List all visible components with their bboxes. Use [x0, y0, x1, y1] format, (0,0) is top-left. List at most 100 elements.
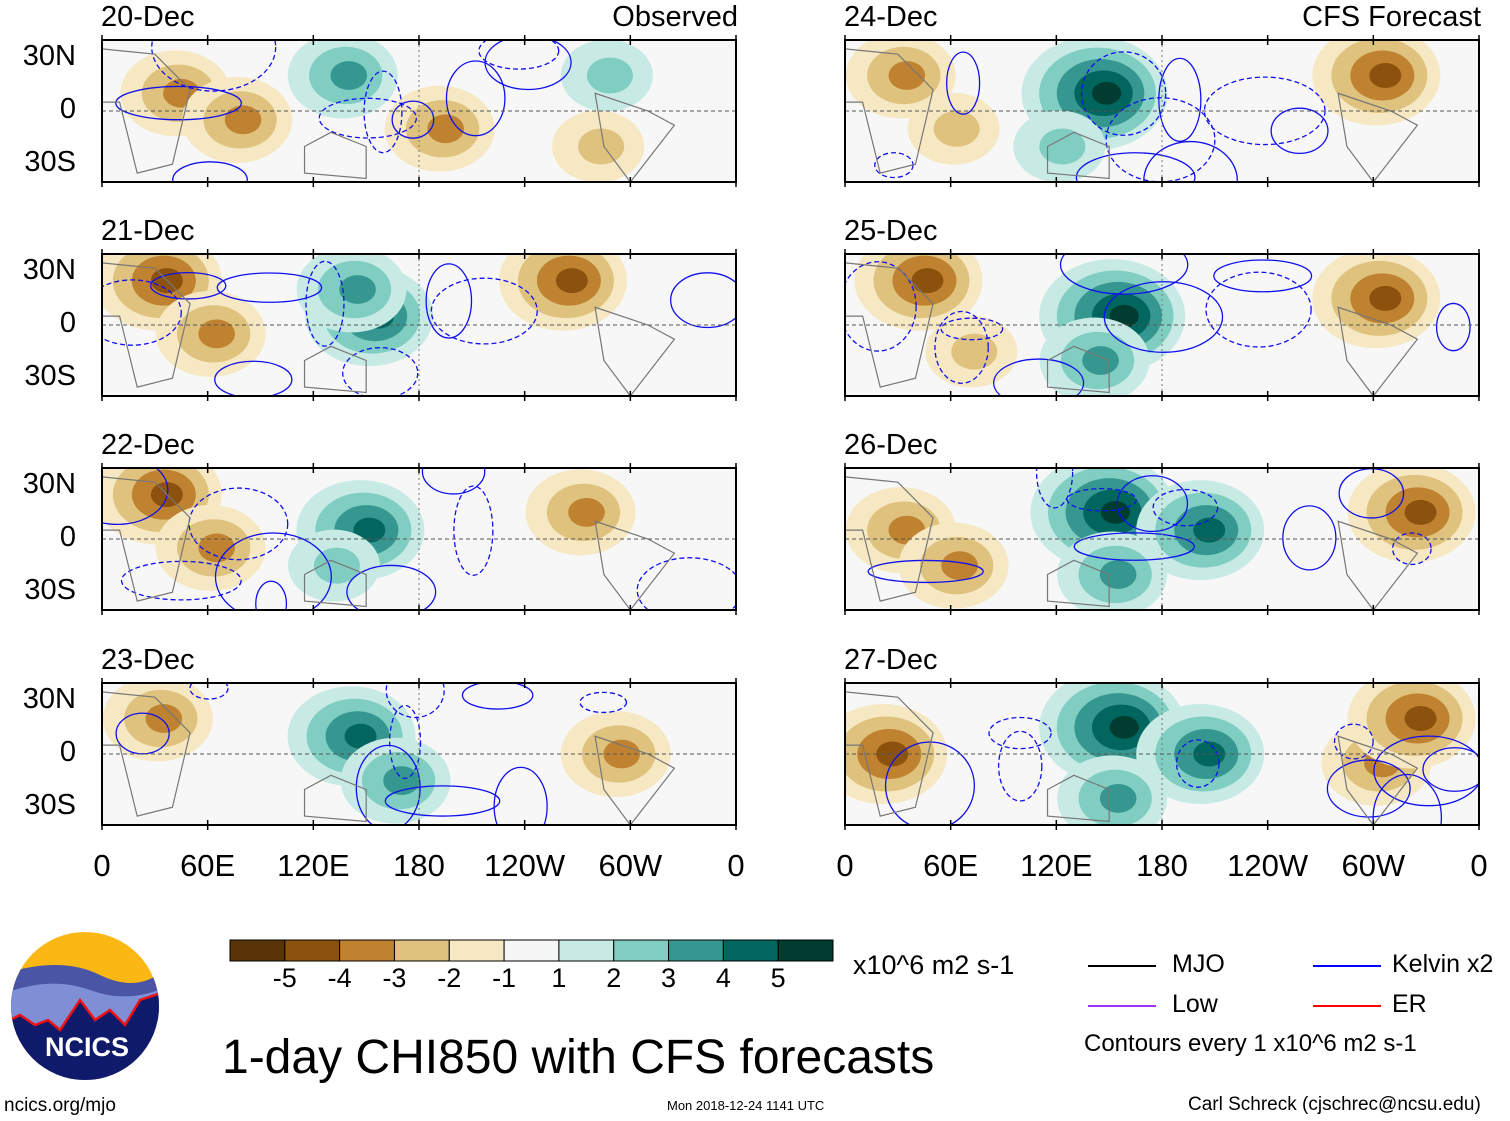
colorbar-label: 4: [715, 963, 731, 993]
anomaly-shading: [1082, 346, 1119, 375]
colorbar-swatch: [229, 939, 286, 962]
lat-tick-label: 0: [59, 736, 76, 768]
anomaly-shading: [1100, 500, 1130, 524]
anomaly-shading: [1099, 560, 1137, 589]
lon-tick-label: 180: [393, 848, 445, 883]
colorbar-swatch: [448, 939, 505, 962]
anomaly-shading: [911, 268, 944, 294]
colorbar-label: 3: [661, 963, 677, 993]
panel-date-label: 22-Dec: [101, 429, 195, 461]
lon-tick-label: 0: [836, 848, 854, 883]
colorbar-swatch: [777, 939, 834, 962]
kelvin-contour: [445, 60, 506, 137]
lon-tick-label: 120W: [1227, 848, 1309, 883]
africa-outline: [102, 476, 191, 602]
ncics-logo: NCICS: [11, 932, 159, 1080]
kelvin-contour: [102, 468, 169, 525]
colorbar-label: -1: [492, 963, 517, 993]
south-america-outline: [1337, 92, 1419, 182]
south-america-outline: [1337, 520, 1419, 610]
south-america-outline: [594, 306, 676, 396]
kelvin-contour: [1372, 773, 1443, 825]
legend-label: MJO: [1172, 950, 1225, 978]
map-panel-26-Dec: [845, 468, 1479, 610]
panel-date-label: 25-Dec: [844, 215, 938, 247]
lat-tick-label: 30S: [24, 146, 76, 179]
lat-tick-label: 30S: [24, 360, 76, 393]
kelvin-contour: [636, 557, 736, 610]
svg-text:NCICS: NCICS: [45, 1032, 129, 1062]
africa-outline: [845, 262, 934, 388]
map-panel-22-Dec: [102, 468, 736, 610]
lat-tick-label: 30S: [24, 574, 76, 607]
africa-outline: [845, 691, 934, 817]
kelvin-contour: [493, 766, 548, 825]
kelvin-contour: [151, 40, 277, 92]
units-label: x10^6 m2 s-1: [853, 950, 1015, 980]
australia-outline: [1046, 559, 1110, 608]
lat-tick-label: 30N: [22, 467, 76, 500]
lon-tick-label: 60E: [180, 848, 236, 883]
legend-label: Low: [1172, 990, 1218, 1018]
south-america-outline: [594, 735, 676, 825]
kelvin-contour: [453, 485, 494, 576]
anomaly-shading: [198, 319, 236, 349]
kelvin-contour: [1059, 254, 1189, 295]
lat-tick-label: 0: [59, 93, 76, 125]
contours-note: Contours every 1 x10^6 m2 s-1: [1084, 1030, 1417, 1057]
kelvin-contour: [355, 744, 421, 825]
kelvin-contour: [946, 51, 981, 115]
map-panel-23-Dec: [102, 683, 736, 825]
lat-tick-label: 30N: [22, 682, 76, 715]
kelvin-contour: [1143, 140, 1238, 182]
panel-date-label: 20-Dec: [101, 1, 195, 33]
kelvin-contour: [1175, 739, 1220, 788]
kelvin-contour: [120, 560, 242, 601]
anomaly-shading: [198, 533, 236, 563]
map-panel-24-Dec: [845, 40, 1479, 182]
kelvin-contour: [867, 559, 984, 584]
chart-title: 1-day CHI850 with CFS forecasts: [222, 1031, 935, 1084]
anomaly-shading: [1404, 499, 1437, 525]
lon-tick-label: 180: [1136, 848, 1188, 883]
colorbar-swatch: [393, 939, 450, 962]
lat-tick-label: 0: [59, 521, 76, 553]
kelvin-contour: [1213, 259, 1313, 293]
lon-tick-label: 60E: [923, 848, 979, 883]
panel-date-label: 26-Dec: [844, 429, 938, 461]
australia-outline: [303, 774, 367, 823]
kelvin-contour: [1158, 57, 1202, 142]
kelvin-contour: [391, 100, 435, 139]
kelvin-contour: [342, 347, 419, 396]
lat-tick-label: 30S: [24, 789, 76, 822]
kelvin-contour: [1333, 723, 1374, 760]
kelvin-contour: [461, 683, 534, 710]
kelvin-contour: [1373, 735, 1479, 807]
lat-tick-label: 30N: [22, 253, 76, 286]
map-panel-27-Dec: [845, 683, 1479, 825]
kelvin-contour: [1282, 505, 1337, 571]
kelvin-contour: [305, 260, 345, 347]
colorbar-swatch: [722, 939, 779, 962]
south-america-outline: [1337, 735, 1419, 825]
panel-date-label: 21-Dec: [101, 215, 195, 247]
kelvin-contour: [1422, 747, 1479, 792]
africa-outline: [102, 48, 191, 174]
kelvin-contour: [172, 161, 248, 182]
lon-tick-label: 0: [93, 848, 111, 883]
south-america-outline: [594, 92, 676, 182]
anomaly-shading: [568, 498, 605, 527]
kelvin-contour: [997, 730, 1043, 802]
anomaly-shading: [578, 128, 625, 165]
map-panel-21-Dec: [102, 254, 736, 396]
colorbar-swatch: [613, 939, 670, 962]
australia-outline: [303, 345, 367, 394]
colorbar-label: 5: [770, 963, 786, 993]
kelvin-contour: [993, 358, 1085, 396]
colorbar-label: -4: [327, 963, 352, 993]
anomaly-shading: [933, 110, 980, 147]
kelvin-contour: [1066, 487, 1137, 512]
kelvin-contour: [189, 683, 229, 700]
colorbar-label: -5: [272, 963, 297, 993]
africa-outline: [102, 691, 191, 817]
